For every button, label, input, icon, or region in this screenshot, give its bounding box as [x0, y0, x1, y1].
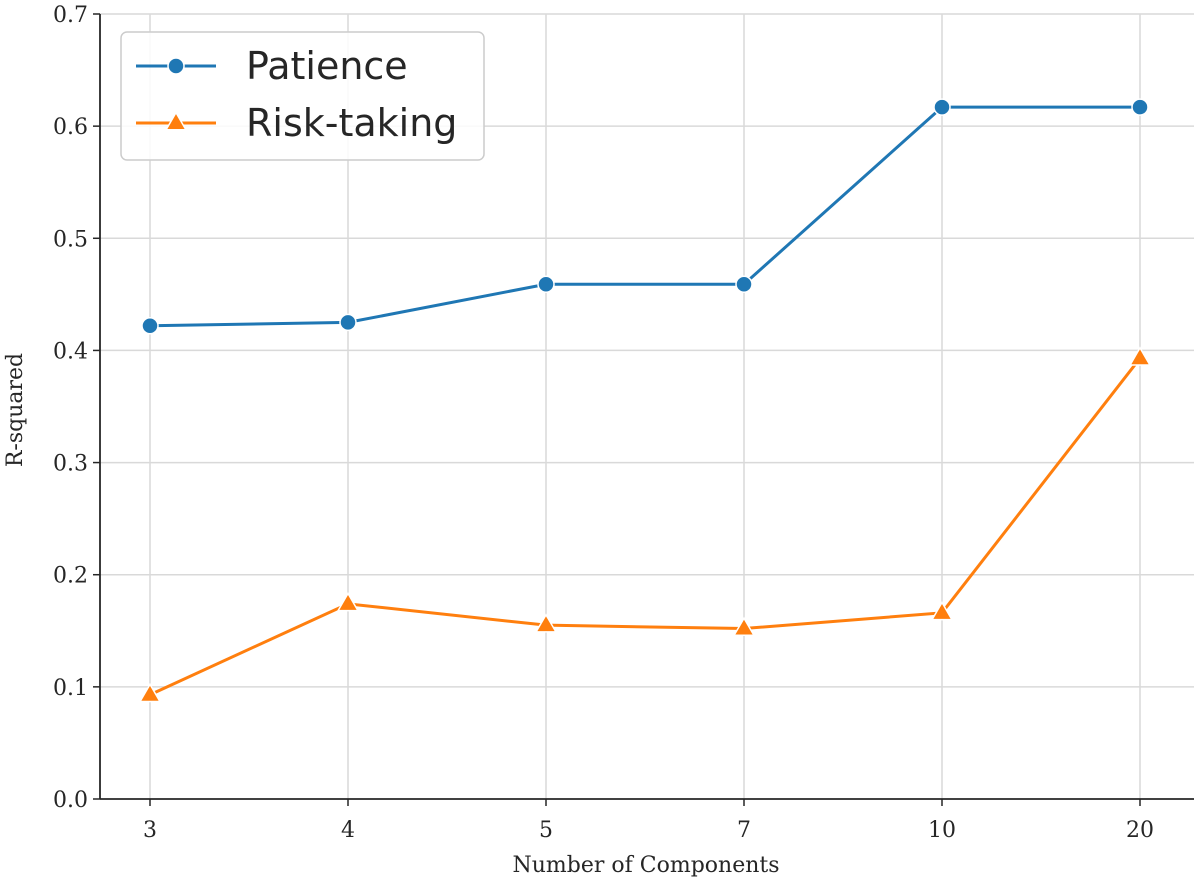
y-tick-label: 0.3	[53, 452, 88, 477]
legend-patience-marker	[167, 57, 185, 75]
legend-risk-taking-marker	[164, 111, 188, 131]
risk-taking-point	[732, 616, 756, 637]
risk-taking-line	[149, 357, 1142, 697]
y-tick-label: 0.6	[53, 115, 88, 140]
axes	[99, 14, 1194, 800]
risk-taking-point	[534, 613, 558, 633]
y-tick-label: 0.1	[53, 676, 88, 701]
y-tick-label: 0.7	[53, 3, 88, 28]
series-layer	[138, 98, 1152, 703]
x-ticks: 3 4 5 7 10 20	[143, 799, 1154, 843]
risk-taking-point	[138, 682, 162, 703]
y-tick-label: 0.4	[53, 339, 88, 364]
risk-taking-point	[336, 592, 360, 612]
y-tick-label: 0.5	[53, 227, 88, 252]
patience-point	[141, 317, 159, 335]
legend-entries: Patience Risk-taking	[136, 44, 457, 145]
legend: Patience Risk-taking	[120, 31, 485, 161]
patience-point	[339, 313, 357, 332]
y-axis-label: R-squared	[3, 353, 28, 467]
x-axis-label: Number of Components	[512, 853, 779, 878]
x-tick-label: 7	[737, 818, 751, 843]
x-tick-label: 5	[539, 818, 553, 843]
patience-point	[1131, 98, 1149, 116]
y-ticks: 0.0 0.1 0.2 0.3 0.4 0.5 0.6 0.7	[53, 3, 100, 813]
patience-point	[735, 275, 753, 294]
patience-line	[149, 105, 1140, 328]
risk-taking-point	[1128, 346, 1152, 366]
x-tick-label: 4	[341, 818, 355, 843]
x-tick-label: 10	[928, 818, 956, 843]
legend-box	[120, 31, 485, 161]
y-tick-label: 0.2	[53, 564, 88, 589]
x-tick-label: 20	[1126, 818, 1154, 843]
patience-point	[537, 275, 555, 294]
legend-risk-taking-label: Risk-taking	[246, 101, 457, 145]
x-tick-label: 3	[143, 818, 157, 843]
legend-patience-label: Patience	[246, 44, 408, 88]
risk-taking-point	[930, 600, 954, 621]
y-tick-label: 0.0	[53, 788, 88, 813]
patience-point	[933, 98, 951, 116]
